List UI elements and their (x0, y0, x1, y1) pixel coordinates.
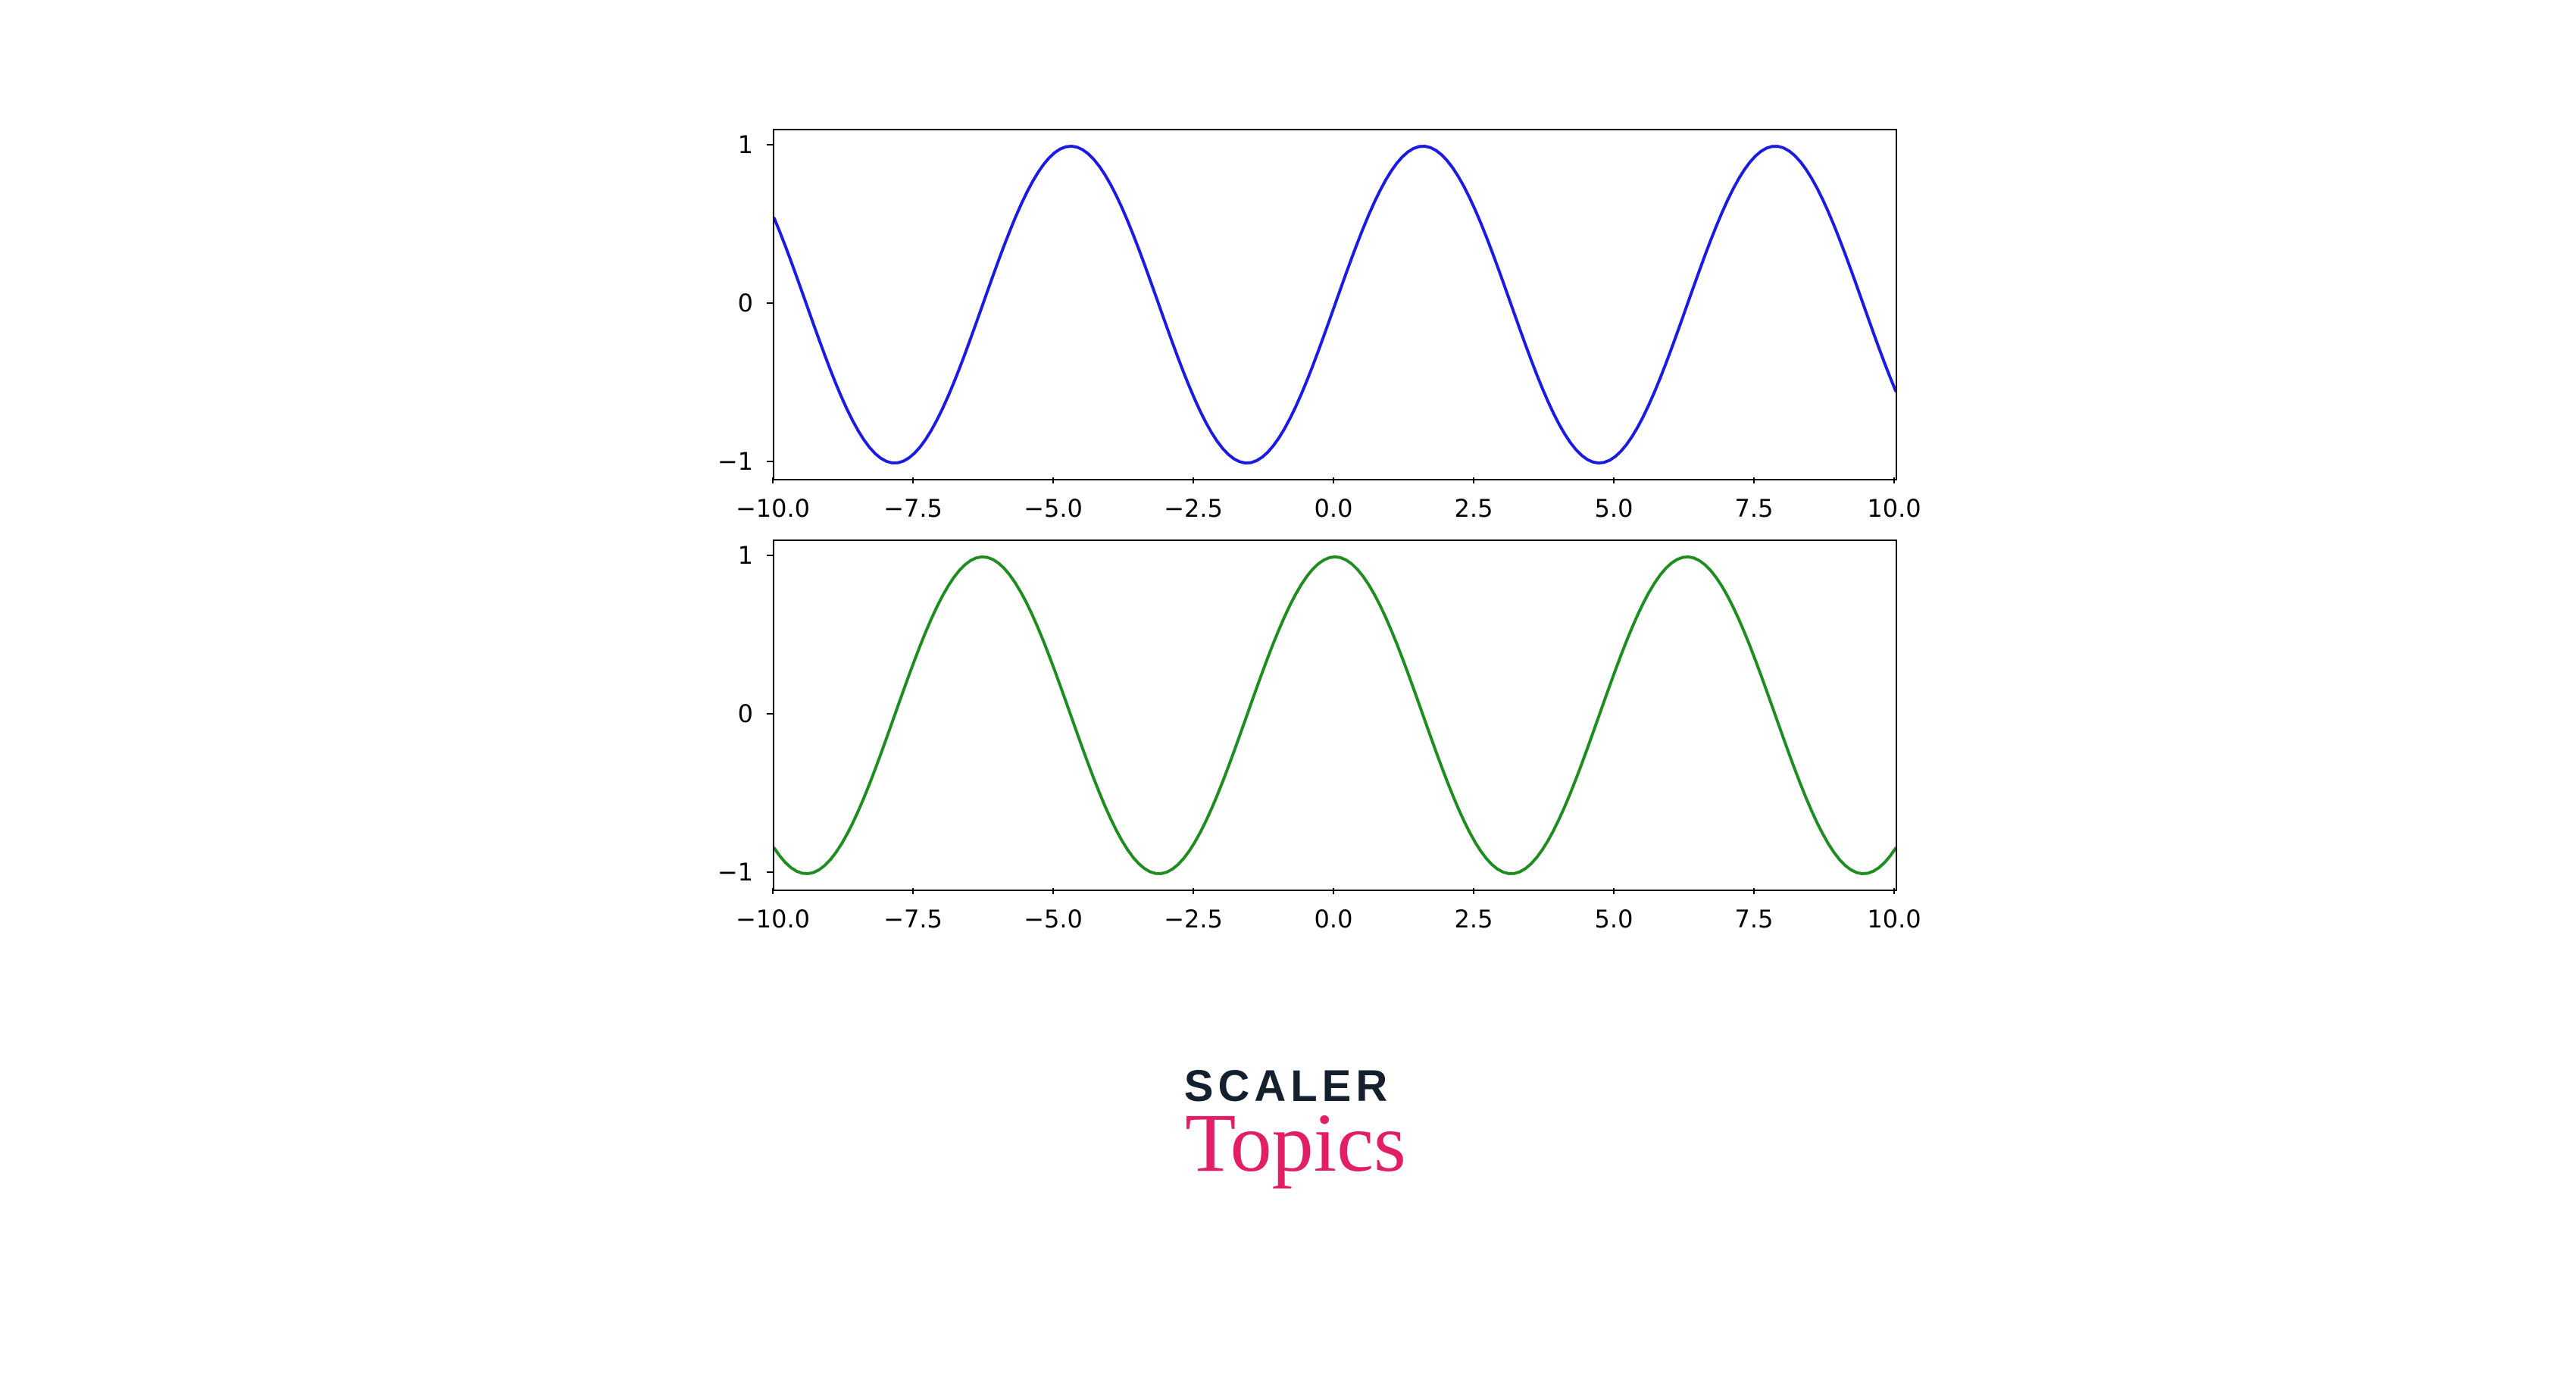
xtick-mark (912, 477, 914, 483)
subplot-cos: −101−10.0−7.5−5.0−2.50.02.55.07.510.0 (682, 539, 1894, 935)
xtick-mark (1473, 477, 1474, 483)
xtick-label: 0.0 (1288, 494, 1379, 523)
ytick-label: 1 (682, 541, 753, 570)
xtick-mark (1193, 888, 1194, 894)
xtick-label: −2.5 (1148, 494, 1239, 523)
subplot-sin: −101−10.0−7.5−5.0−2.50.02.55.07.510.0 (682, 129, 1894, 524)
plot-area-sin (773, 129, 1897, 480)
xtick-mark (772, 888, 774, 894)
page: −101−10.0−7.5−5.0−2.50.02.55.07.510.0 −1… (0, 0, 2576, 1398)
ytick-mark (767, 871, 773, 873)
ytick-label: −1 (682, 858, 753, 887)
xtick-label: −7.5 (868, 905, 958, 934)
ytick-mark (767, 713, 773, 715)
cos-curve (774, 541, 1896, 890)
xtick-label: 7.5 (1708, 905, 1799, 934)
xtick-mark (1613, 888, 1615, 894)
xtick-mark (1333, 477, 1334, 483)
xtick-mark (772, 477, 774, 483)
ytick-label: 1 (682, 130, 753, 159)
xtick-label: −5.0 (1008, 494, 1099, 523)
xtick-mark (1613, 477, 1615, 483)
xtick-mark (1753, 888, 1755, 894)
ytick-mark (767, 555, 773, 556)
xtick-label: −2.5 (1148, 905, 1239, 934)
xtick-label: −5.0 (1008, 905, 1099, 934)
xtick-mark (1052, 888, 1054, 894)
xtick-label: −10.0 (727, 905, 818, 934)
xtick-label: −7.5 (868, 494, 958, 523)
xtick-mark (1193, 477, 1194, 483)
xtick-mark (1893, 477, 1895, 483)
xtick-mark (1753, 477, 1755, 483)
ytick-mark (767, 144, 773, 145)
sin-curve (774, 130, 1896, 479)
charts-container: −1 0 1 −10.0 −7.5 −5.0 −2.5 0.0 2.5 5.0 7.5 1 0.0 −1… (682, 129, 1894, 950)
xtick-label: 7.5 (1708, 494, 1799, 523)
xtick-mark (1052, 477, 1054, 483)
xtick-label: 2.5 (1428, 905, 1519, 934)
ytick-mark (767, 461, 773, 462)
ytick-label: 0 (682, 289, 753, 317)
xtick-mark (912, 888, 914, 894)
ytick-label: 0 (682, 699, 753, 728)
xtick-label: 5.0 (1568, 494, 1659, 523)
xtick-label: 10.0 (1849, 494, 1940, 523)
xtick-label: 10.0 (1849, 905, 1940, 934)
xtick-label: −10.0 (727, 494, 818, 523)
xtick-mark (1893, 888, 1895, 894)
xtick-label: 2.5 (1428, 494, 1519, 523)
xtick-label: 5.0 (1568, 905, 1659, 934)
plot-area-cos (773, 539, 1897, 891)
xtick-label: 0.0 (1288, 905, 1379, 934)
xtick-mark (1333, 888, 1334, 894)
logo-line2: Topics (1185, 1095, 1406, 1191)
ytick-mark (767, 302, 773, 304)
xtick-mark (1473, 888, 1474, 894)
ytick-label: −1 (682, 447, 753, 476)
scaler-topics-logo: SCALER Topics (1177, 1061, 1399, 1191)
